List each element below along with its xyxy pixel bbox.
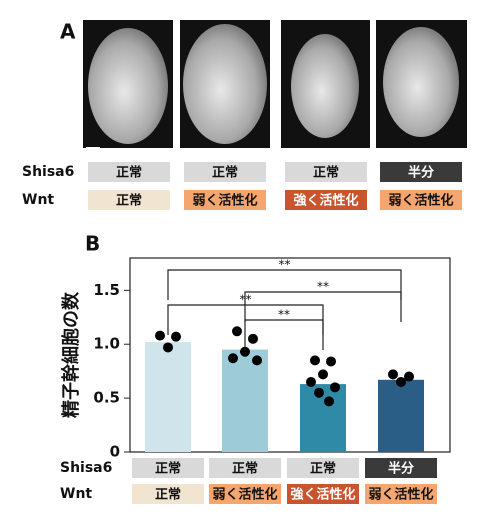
tissue bbox=[291, 34, 359, 138]
data-point bbox=[171, 331, 181, 342]
scale-bar bbox=[86, 147, 100, 151]
condition-label: 弱く活性化 bbox=[388, 193, 453, 209]
significance-bracket bbox=[167, 269, 402, 300]
data-point bbox=[163, 342, 173, 353]
data-point bbox=[228, 353, 238, 364]
data-point bbox=[318, 369, 328, 380]
condition-label: 正常 bbox=[310, 461, 336, 477]
condition-label: 正常 bbox=[116, 193, 142, 209]
condition-box bbox=[380, 190, 462, 210]
data-point bbox=[232, 326, 242, 337]
condition-box bbox=[285, 190, 367, 210]
data-point bbox=[155, 330, 165, 341]
data-point bbox=[240, 346, 250, 357]
tissue-images bbox=[83, 20, 467, 151]
data-point bbox=[330, 382, 340, 393]
data-point bbox=[314, 387, 324, 398]
data-point bbox=[310, 355, 320, 366]
condition-label: 半分 bbox=[388, 461, 414, 477]
tissue bbox=[88, 28, 168, 144]
condition-box bbox=[184, 162, 266, 182]
y-tick-label: 0 bbox=[110, 443, 120, 461]
bar bbox=[222, 349, 268, 452]
data-point bbox=[404, 371, 414, 382]
significance-bracket bbox=[244, 291, 402, 322]
condition-label: 半分 bbox=[408, 165, 434, 181]
y-tick-label: 0.5 bbox=[93, 389, 120, 407]
condition-box bbox=[88, 190, 170, 210]
data-point bbox=[396, 376, 406, 387]
condition-label: 正常 bbox=[313, 165, 339, 181]
bar bbox=[145, 342, 191, 452]
condition-box bbox=[365, 458, 437, 478]
data-point bbox=[252, 355, 262, 366]
condition-label: 弱く活性化 bbox=[192, 193, 257, 209]
plot-frame bbox=[129, 257, 451, 453]
condition-label: 正常 bbox=[212, 165, 238, 181]
condition-box bbox=[285, 162, 367, 182]
significance-bracket bbox=[244, 319, 324, 350]
bar bbox=[378, 379, 424, 452]
condition-box bbox=[287, 458, 359, 478]
significance-label: ** bbox=[278, 308, 290, 322]
panel-label: B bbox=[85, 232, 100, 256]
condition-box bbox=[209, 458, 281, 478]
data-point bbox=[326, 356, 336, 367]
condition-box bbox=[132, 458, 204, 478]
data-point bbox=[388, 369, 398, 380]
row-label: Wnt bbox=[22, 192, 54, 208]
condition-label: 正常 bbox=[155, 487, 181, 503]
condition-box bbox=[365, 484, 437, 504]
condition-box bbox=[287, 484, 359, 504]
row-label: Wnt bbox=[60, 486, 92, 502]
condition-label: 強く活性化 bbox=[293, 193, 358, 209]
condition-label: 正常 bbox=[116, 165, 142, 181]
condition-box bbox=[184, 190, 266, 210]
significance-label: ** bbox=[317, 280, 329, 294]
significance-label: ** bbox=[279, 258, 291, 272]
condition-box bbox=[88, 162, 170, 182]
panel-label: A bbox=[60, 20, 76, 44]
condition-box bbox=[132, 484, 204, 504]
condition-box bbox=[209, 484, 281, 504]
row-label: Shisa6 bbox=[22, 164, 74, 180]
condition-label: 強く活性化 bbox=[290, 487, 355, 503]
data-point bbox=[306, 376, 316, 387]
tissue bbox=[183, 24, 267, 144]
condition-label: 弱く活性化 bbox=[368, 487, 433, 503]
y-tick-label: 1.5 bbox=[93, 281, 120, 299]
significance-label: ** bbox=[240, 293, 252, 307]
y-tick-label: 1.0 bbox=[93, 335, 120, 353]
data-point bbox=[248, 333, 258, 344]
row-label: Shisa6 bbox=[60, 460, 112, 476]
condition-label: 弱く活性化 bbox=[212, 487, 277, 503]
y-axis-label: 精子幹細胞の数 bbox=[60, 291, 82, 418]
condition-label: 正常 bbox=[155, 461, 181, 477]
tissue bbox=[383, 27, 459, 137]
data-point bbox=[324, 396, 334, 407]
condition-box bbox=[380, 162, 462, 182]
condition-label: 正常 bbox=[232, 461, 258, 477]
